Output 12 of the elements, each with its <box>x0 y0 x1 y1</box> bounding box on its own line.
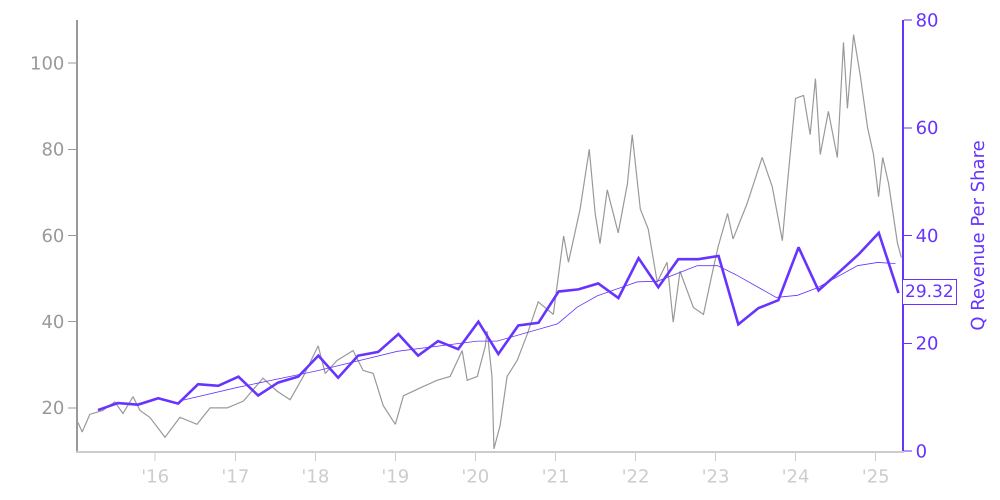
y-tick-label: 40 <box>41 312 64 333</box>
y2-axis-title: Q Revenue Per Share <box>968 140 990 331</box>
y2-tick-label: 80 <box>916 10 939 32</box>
y-tick-label: 60 <box>41 226 64 247</box>
y-tick-label: 20 <box>41 398 64 420</box>
y-tick-label: 100 <box>30 53 64 74</box>
text: 29.32 <box>905 282 954 302</box>
y2-tick-label: 60 <box>916 118 939 140</box>
y-tick-label: 80 <box>41 140 64 161</box>
y2-tick-label: 20 <box>916 334 939 355</box>
y2-tick-label: 40 <box>916 226 939 247</box>
y2-tick-label: 0 <box>916 441 928 462</box>
